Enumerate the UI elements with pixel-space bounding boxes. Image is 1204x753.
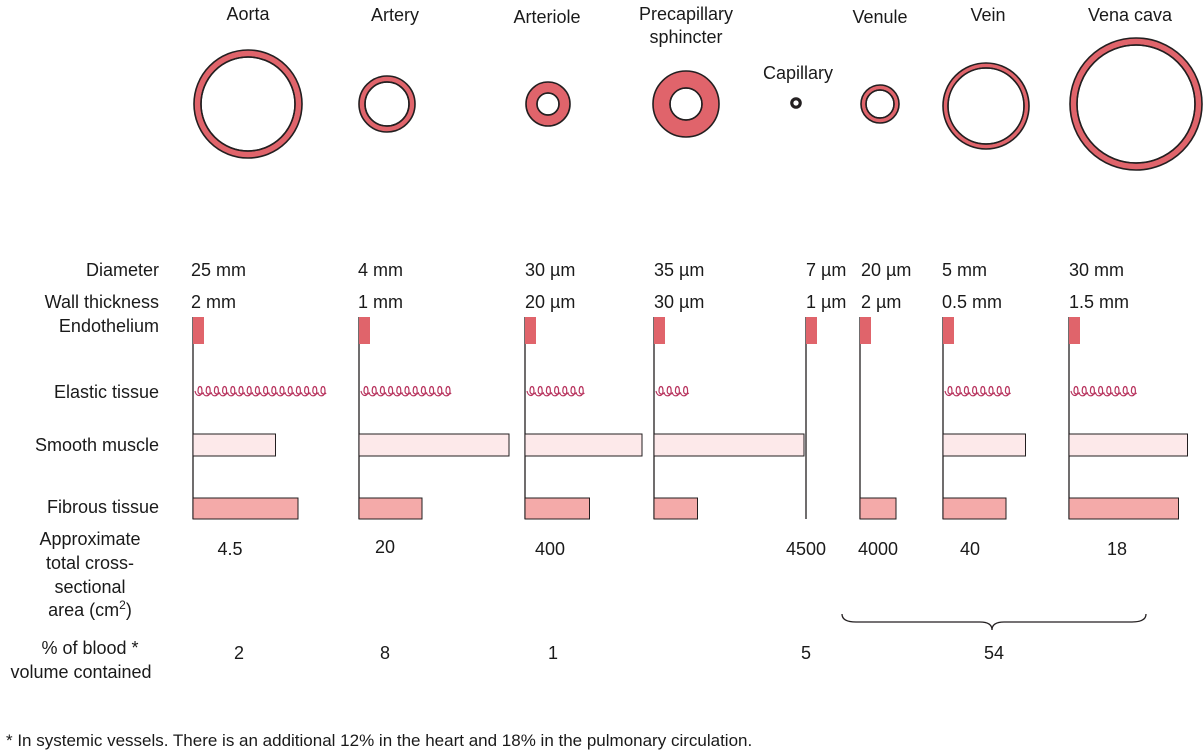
- row-label-wall-thickness: Wall thickness: [44, 292, 159, 312]
- cross-section-artery: [358, 75, 416, 133]
- elastic-tissue-vein: [944, 385, 1012, 397]
- elastic-tissue-aorta: [194, 385, 327, 397]
- elastic-tissue-precapillary-sphincter: [655, 385, 690, 397]
- row-label-blood-line2: volume contained: [10, 662, 152, 682]
- row-label-blood-line1: % of blood *: [41, 638, 139, 658]
- row-label-area-line2: total cross-: [45, 553, 135, 573]
- row-label-area-line3: sectional: [54, 577, 126, 597]
- diameter-vein: 5 mm: [942, 260, 987, 280]
- blood-aorta: 2: [233, 643, 244, 663]
- area-artery: 20: [374, 537, 396, 557]
- blood-capillary: 5: [800, 643, 811, 663]
- header-vena-cava: Vena cava: [1087, 5, 1173, 25]
- endothelium-bar-arteriole: [525, 317, 536, 344]
- row-label-endothelium: Endothelium: [58, 316, 159, 336]
- diameter-arteriole: 30 µm: [525, 260, 576, 280]
- lumen-arteriole: [536, 92, 560, 116]
- fibrous-tissue-bar-vena-cava: [1068, 497, 1179, 520]
- fibrous-tissue-bar-artery: [358, 497, 423, 520]
- fibrous-tissue-bar-aorta: [192, 497, 299, 520]
- lumen-aorta: [200, 56, 296, 152]
- fibrous-tissue-bar-venule: [859, 497, 897, 520]
- wall-aorta: 2 mm: [191, 292, 236, 312]
- cross-section-precapillary-sphincter: [652, 70, 720, 138]
- row-label-area-line4: area (cm2): [48, 598, 132, 620]
- diameter-venule: 20 µm: [861, 260, 912, 280]
- smooth-muscle-bar-vena-cava: [1068, 433, 1188, 457]
- lumen-vein: [947, 67, 1025, 145]
- row-label-fibrous-tissue: Fibrous tissue: [46, 497, 159, 517]
- fibrous-tissue-bar-arteriole: [524, 497, 590, 520]
- diameter-aorta: 25 mm: [191, 260, 247, 280]
- elastic-tissue-artery: [360, 385, 452, 397]
- lumen-capillary: [791, 98, 801, 108]
- header-precapillary-line1: Precapillary: [638, 4, 734, 24]
- wall-precapillary-sphincter: 30 µm: [654, 292, 705, 312]
- blood-arteriole: 1: [547, 643, 558, 663]
- area-capillary: 4500: [785, 539, 827, 559]
- header-artery: Artery: [370, 5, 419, 25]
- wall-capillary: 1 µm: [806, 292, 847, 312]
- row-label-smooth-muscle: Smooth muscle: [34, 435, 159, 455]
- wall-arteriole: 20 µm: [525, 292, 576, 312]
- smooth-muscle-bar-vein: [942, 433, 1026, 457]
- area-aorta: 4.5: [217, 539, 243, 559]
- endothelium-bar-aorta: [193, 317, 204, 344]
- header-venule: Venule: [852, 7, 908, 27]
- fibrous-tissue-bar-vein: [942, 497, 1007, 520]
- lumen-vena-cava: [1076, 44, 1196, 164]
- area-arteriole: 400: [534, 539, 566, 559]
- elastic-tissue-vena-cava: [1070, 385, 1138, 397]
- diameter-artery: 4 mm: [358, 260, 403, 280]
- area-vena-cava: 18: [1106, 539, 1128, 559]
- wall-vein: 0.5 mm: [942, 292, 1003, 312]
- blood-artery: 8: [379, 643, 390, 663]
- endothelium-bar-venule: [860, 317, 871, 344]
- endothelium-bar-precapillary-sphincter: [654, 317, 665, 344]
- cross-section-vein: [942, 62, 1030, 150]
- endothelium-bar-capillary: [806, 317, 817, 344]
- header-vein: Vein: [970, 5, 1006, 25]
- header-precapillary-line2: sphincter: [649, 27, 723, 47]
- venous-group-brace: [841, 613, 1147, 631]
- wall-artery: 1 mm: [358, 292, 403, 312]
- endothelium-bar-vena-cava: [1069, 317, 1080, 344]
- lumen-precapillary-sphincter: [669, 87, 703, 121]
- cross-section-arteriole: [525, 81, 571, 127]
- lumen-venule: [865, 89, 895, 119]
- row-label-elastic-tissue: Elastic tissue: [53, 382, 159, 402]
- wall-venule: 2 µm: [861, 292, 902, 312]
- header-capillary: Capillary: [762, 63, 834, 83]
- header-arteriole: Arteriole: [513, 7, 581, 27]
- smooth-muscle-bar-artery: [358, 433, 510, 457]
- footnote: * In systemic vessels. There is an addit…: [6, 731, 753, 750]
- endothelium-bar-artery: [359, 317, 370, 344]
- cross-section-vena-cava: [1069, 37, 1203, 171]
- row-label-diameter: Diameter: [85, 260, 159, 280]
- diameter-capillary: 7 µm: [806, 260, 847, 280]
- blood-venous-total: 54: [983, 643, 1005, 663]
- area-venule: 4000: [857, 539, 899, 559]
- smooth-muscle-bar-aorta: [192, 433, 276, 457]
- smooth-muscle-bar-precapillary-sphincter: [653, 433, 805, 457]
- diameter-precapillary-sphincter: 35 µm: [654, 260, 705, 280]
- header-aorta: Aorta: [226, 4, 270, 24]
- wall-vena-cava: 1.5 mm: [1069, 292, 1130, 312]
- elastic-tissue-arteriole: [526, 385, 585, 397]
- fibrous-tissue-bar-precapillary-sphincter: [653, 497, 698, 520]
- diameter-vena-cava: 30 mm: [1069, 260, 1125, 280]
- endothelium-bar-vein: [943, 317, 954, 344]
- cross-section-aorta: [193, 49, 303, 159]
- row-label-area-line1: Approximate: [39, 529, 141, 549]
- smooth-muscle-bar-arteriole: [524, 433, 643, 457]
- area-vein: 40: [959, 539, 981, 559]
- lumen-artery: [364, 81, 410, 127]
